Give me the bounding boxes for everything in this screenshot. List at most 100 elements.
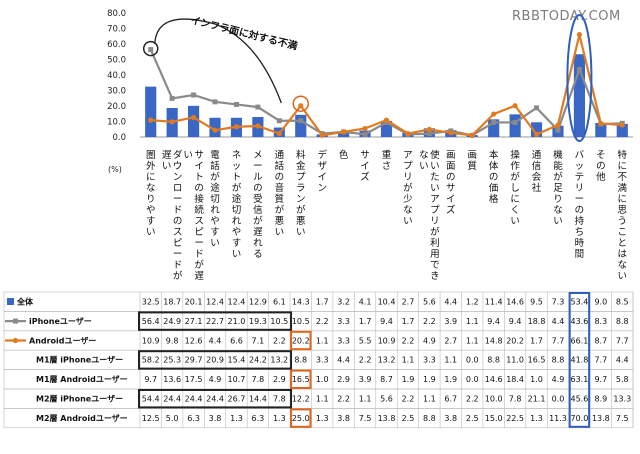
table-cell: 70.0 [571, 414, 589, 423]
annotation-label: インフラ面に対する不満 [189, 13, 299, 52]
table-cell: 1.7 [359, 317, 372, 326]
table-cell: 11.4 [485, 298, 503, 307]
table-cell: 22.5 [506, 414, 524, 423]
table-cell: 66.1 [571, 336, 589, 345]
table-cell: 2.2 [273, 336, 286, 345]
table-cell: 2.7 [444, 336, 457, 345]
table-cell: 2.2 [402, 395, 415, 404]
category-label: 特に不満に思うことはない [618, 149, 628, 282]
android-point [533, 131, 540, 137]
table-cell: 8.8 [423, 414, 436, 423]
category-label: ダウンロードのスピードが遅い [162, 149, 183, 282]
iphone-point [233, 101, 239, 107]
iphone-point [148, 47, 154, 53]
table-cell: 21.0 [228, 317, 246, 326]
watermark: RBBTODAY.COM [512, 9, 621, 24]
table-cell: 10.4 [378, 298, 396, 307]
table-cell: 4.4 [552, 317, 565, 326]
table-cell: 8.9 [594, 395, 607, 404]
row-label: M2層 Androidユーザー [36, 414, 128, 423]
table-cell: 4.9 [209, 375, 222, 384]
iphone-point [362, 131, 368, 137]
android-point [341, 129, 347, 135]
table-cell: 10.9 [142, 336, 160, 345]
highlight-box-m2-iphone [138, 389, 293, 409]
table-cell: 6.1 [273, 298, 286, 307]
table-cell: 2.2 [316, 317, 329, 326]
legend-marker-point [13, 318, 18, 324]
table-cell: 7.3 [552, 298, 565, 307]
data-table: 全体 32.5 18.7 20.1 12.4 12.4 12.9 6.1 14.3 1.7 3.2 4… [3, 291, 634, 429]
android-point [276, 130, 282, 137]
bar-overall [530, 122, 543, 137]
table-cell: 8.8 [552, 356, 565, 365]
table-cell: 5.6 [380, 395, 393, 404]
table-cell: 8.8 [294, 356, 307, 365]
table-cell: 7.8 [509, 395, 522, 404]
table-cell: 18.4 [506, 375, 524, 384]
bar-overall [488, 119, 500, 137]
table-cell: 1.7 [530, 336, 543, 345]
table-cell: 53.4 [571, 298, 589, 307]
table-cell: 2.5 [402, 414, 415, 423]
table-cell: 22.7 [206, 317, 224, 326]
y-tick-label: 50.0 [107, 56, 126, 66]
iphone-point [426, 131, 432, 137]
table-cell: 12.6 [185, 336, 203, 345]
category-label: 使いたいアプリが利用できない [419, 149, 440, 282]
y-tick-label: 60.0 [107, 40, 126, 50]
table-cell: 24.4 [185, 395, 203, 404]
table-cell: 1.9 [423, 375, 436, 384]
android-point [298, 103, 304, 109]
bar-overall [616, 123, 628, 137]
table-cell: 1.2 [466, 298, 479, 307]
iphone-point [276, 118, 282, 124]
table-cell: 9.4 [380, 317, 393, 326]
table-cell: 3.9 [444, 317, 457, 326]
category-label: バッテリーの持ち時間 [575, 150, 585, 260]
table-cell: 27.1 [185, 317, 203, 326]
y-tick-label: 20.0 [107, 102, 126, 112]
android-point [576, 31, 583, 38]
category-label: 画質 [467, 150, 477, 172]
bar-overall [188, 105, 200, 137]
table-cell: 16.5 [528, 356, 546, 365]
table-cell: 24.9 [163, 317, 181, 326]
iphone-point [298, 118, 304, 124]
table-cell: 13.2 [378, 356, 396, 365]
table-cell: 1.3 [316, 414, 329, 423]
iphone-point [576, 66, 582, 72]
category-label: 機能が足りない [553, 149, 563, 227]
table-cell: 25.0 [292, 414, 310, 423]
category-label: デザイン [317, 149, 327, 194]
table-cell: 6.6 [230, 336, 243, 345]
highlight-box-iphone [138, 311, 293, 331]
table-cell: 5.0 [166, 414, 179, 423]
table-cell: 3.8 [444, 414, 457, 423]
highlight-box-blue [568, 292, 591, 428]
bar-overall [509, 114, 521, 137]
table-cell: 12.5 [142, 414, 160, 423]
table-cell: 5.5 [359, 336, 372, 345]
table-cell: 2.9 [337, 375, 350, 384]
table-cell: 15.0 [485, 414, 503, 423]
table-cell: 15.4 [228, 356, 246, 365]
table-cell: 11.0 [506, 356, 524, 365]
highlight-box-orange [290, 369, 312, 390]
highlight-ellipse-blue [566, 14, 593, 142]
row-label: M1層 iPhoneユーザー [36, 356, 123, 365]
android-point [255, 123, 261, 129]
table-cell: 8.8 [616, 317, 629, 326]
iphone-point [534, 105, 540, 111]
category-label: サイトの接続スピードが遅い [183, 150, 204, 282]
table-cell: 12.2 [292, 395, 310, 404]
table-cell: 0.0 [466, 356, 479, 365]
table-cell: 14.4 [249, 395, 267, 404]
table-cell: 6.7 [444, 395, 457, 404]
table-cell: 1.1 [466, 336, 479, 345]
table-cell: 14.6 [506, 298, 524, 307]
table-cell: 6.3 [187, 414, 200, 423]
table-cell: 41.8 [571, 356, 589, 365]
category-label: その他 [596, 150, 606, 183]
